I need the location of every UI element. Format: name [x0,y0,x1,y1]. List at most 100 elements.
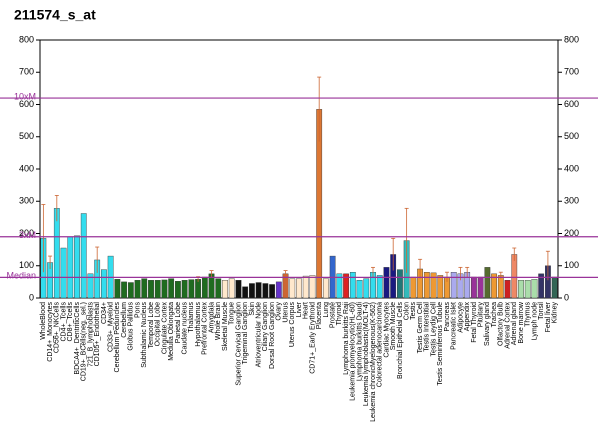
y-tick-label: 800 [19,34,34,44]
bar [215,278,222,299]
x-tick-label: Bronchial Epithelial Cells [397,302,404,380]
x-tick-label: Adrenal Cortex [504,302,511,349]
x-tick-label: Placenta [316,302,323,329]
bar [148,280,154,299]
reference-label: 3xM [19,230,36,240]
x-tick-label: Lymph node [531,302,538,340]
x-tick-label: Ovary [276,302,283,321]
x-tick-label: Heart [303,302,310,319]
bar [349,272,356,299]
x-tick-label: Uterus [282,302,289,323]
x-tick-label: BDCA4+_DentriticCells [74,302,81,375]
x-tick-label: Globus Pallidus [128,302,135,351]
x-tick-label: Olfactory Bulb [498,302,505,346]
bar [101,269,107,299]
bar [538,273,545,299]
bar [154,280,161,299]
bar [161,279,168,299]
y-tick-label: 500 [19,131,34,141]
bar [188,279,195,299]
y2-tick-label: 800 [564,34,579,44]
x-tick-label: Tonsil [538,302,545,320]
y-tick-label: 300 [19,196,34,206]
x-tick-label: Whole Brain [215,302,222,340]
bar [430,272,437,299]
chart-title: 211574_s_at [14,7,96,23]
bar [255,282,262,299]
y2-tick-label: 600 [564,99,579,109]
bar [134,280,141,299]
bar [524,280,531,299]
bar [471,276,477,299]
x-tick-label: Thyroid [336,302,343,325]
bar [60,247,67,299]
x-tick-label: Thymus [525,302,532,327]
x-tick-label: Colorectal adenocarcinoma [377,302,384,387]
x-tick-label: CD14+_Monocytes [47,302,54,362]
x-tick-label: Leukemia chronicMyelogenous(K-562) [370,302,377,422]
bar [410,276,417,299]
y-tick-label: 100 [19,260,34,270]
x-tick-label: Tongue [229,302,236,325]
x-tick-label: CD8+_Tcells [67,302,74,342]
bar [504,280,511,299]
bar [249,283,255,299]
y-tick-label: 600 [19,99,34,109]
bar [242,286,249,299]
x-tick-label: Leukemia lymphoblastic(MOLT-4) [363,302,370,406]
x-tick-label: Testis [410,302,417,320]
bar [343,273,349,299]
x-tick-label: Cingulate Cortex [161,302,168,355]
x-tick-label: CD33+_Myeloid [107,302,114,352]
y-tick-label: 0 [29,292,34,302]
bar [511,254,518,299]
bar [127,282,134,299]
y2-tick-label: 200 [564,228,579,238]
x-tick-label: Atrioventricular Node [255,302,262,367]
x-tick-label: CD19+_BCells(neg._sel.) [81,302,88,381]
bar [376,275,383,299]
y-tick-label: 700 [19,67,34,77]
x-tick-label: Dorsal Root Ganglion [269,302,276,369]
x-tick-label: Adipocyte [457,302,464,333]
x-tick-label: Bone marrow [518,301,525,344]
x-tick-label: Thalamus [188,302,195,333]
x-tick-label: WholeBlood [40,302,47,340]
bar [195,279,201,299]
x-tick-label: Skin [249,302,256,316]
bar [228,278,235,299]
bar [121,281,127,299]
x-tick-label: Pituitary [477,302,484,328]
x-tick-label: Liver [296,301,303,317]
y-tick-label: 400 [19,163,34,173]
bar [397,269,403,299]
bar [235,280,242,299]
x-tick-label: Testis Seminiferous Tubule [437,302,444,386]
x-tick-label: Parietal Lobe [175,302,182,343]
x-tick-label: Pancreatic Islet [451,302,458,350]
x-tick-label: Lymphoma burkitts Daudi [356,302,363,382]
bar [168,278,175,299]
x-tick-label: Testis Interstitial [424,302,431,352]
x-tick-label: Occipital Lobe [155,302,162,346]
x-tick-label: Trigeminal Ganglion [242,302,249,364]
bar [551,276,558,299]
bar [497,275,504,299]
bar [181,280,188,299]
bar [309,275,316,299]
x-tick-label: Fetal liver [545,301,552,332]
bar [336,273,343,299]
x-tick-label: Testis Leydig Cell [430,302,437,357]
x-tick-label: Pons [134,302,141,318]
reference-label: Median [6,271,36,281]
x-tick-label: Cerebellum Peduncles [114,302,121,373]
x-tick-label: Cerebellum [121,302,128,338]
bar [491,273,497,299]
y2-tick-label: 500 [564,131,579,141]
x-tick-label: CD105+_Endothelial [94,302,101,367]
y-tick-label: 200 [19,228,34,238]
x-tick-label: Lymphoma burkitts Raji [343,302,350,375]
bar [484,267,491,299]
bar [423,272,430,299]
x-tick-label: Temporal Lobe [148,302,155,348]
